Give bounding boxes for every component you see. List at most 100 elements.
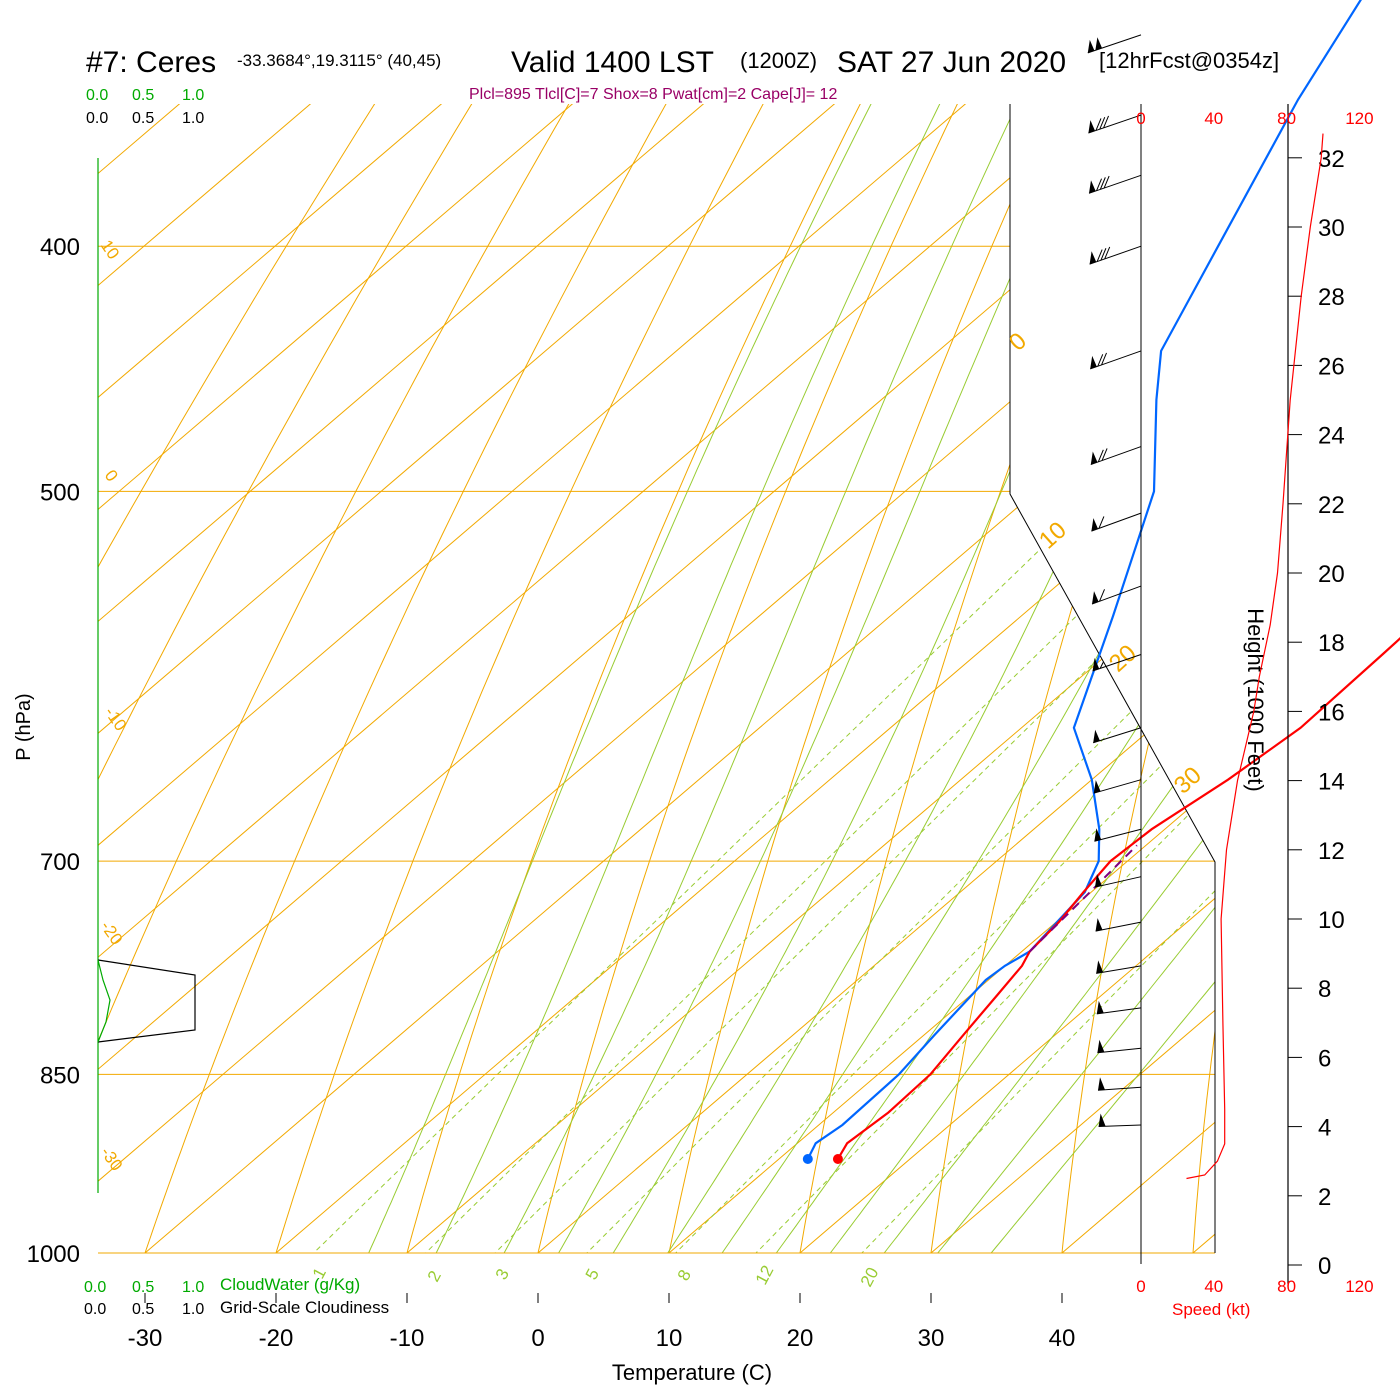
wind-barb: [1097, 1077, 1142, 1091]
cloudiness-scale-tick: 0.0: [84, 1301, 106, 1318]
isotherm: [668, 104, 1215, 1253]
cloudiness-scale-tick: 1.0: [182, 110, 204, 127]
cloudwater-scale-tick: 0.0: [86, 87, 108, 104]
pressure-tick-label: 850: [40, 1062, 80, 1089]
mixing-ratio-label: 5: [582, 1266, 603, 1283]
pressure-tick-label: 500: [40, 479, 80, 506]
dry-adiabat: [98, 104, 826, 1253]
isotherm-lines: [98, 104, 1215, 1253]
cloudwater-scale-tick: 1.0: [182, 1279, 204, 1296]
wind-barb: [1090, 350, 1142, 370]
height-tick-label: 26: [1318, 353, 1345, 380]
dry-adiabat-lines: [98, 104, 1215, 1253]
wind-barb: [1096, 960, 1142, 974]
height-tick-label: 8: [1318, 976, 1331, 1003]
surface-dewpoint-marker: [802, 1153, 813, 1164]
isotherm-label: 0: [1004, 327, 1032, 356]
dry-adiabat: [98, 104, 652, 1253]
mixing-ratio-label: 12: [752, 1262, 778, 1288]
speed-tick-label: 40: [1204, 109, 1223, 128]
cloudiness-scale-tick: 0.5: [132, 110, 154, 127]
wind-barb: [1093, 727, 1142, 744]
height-tick-label: 12: [1318, 838, 1345, 865]
temperature-tick-label: -30: [128, 1325, 163, 1352]
speed-tick-label: 0: [1136, 1277, 1145, 1296]
height-tick-label: 18: [1318, 630, 1345, 657]
isotherm-label: 20: [1104, 640, 1142, 678]
temperature-tick-label: 40: [1049, 1325, 1076, 1352]
pressure-tick-label: 700: [40, 849, 80, 876]
isotherm: [1061, 104, 1215, 1253]
isobar-lines: [98, 245, 1215, 1254]
dry-adiabat: [1056, 104, 1215, 1253]
pressure-tick-label: 400: [40, 234, 80, 261]
forecast-info: [12hrFcst@0354z]: [1099, 48, 1279, 73]
mixing-ratio-label-group: 1 2 3 5 8 12 20: [309, 1262, 883, 1290]
mixing-ratio: [809, 245, 1215, 1253]
wind-barb: [1097, 1039, 1142, 1054]
temperature-tick-label: -10: [390, 1325, 425, 1352]
temperature-axis: -30 -20 -10 0 10 20 30 40: [128, 1293, 1076, 1352]
mixing-ratio-lines: [258, 245, 1215, 1253]
mixing-ratio-label: 8: [674, 1267, 695, 1284]
dry-adiabat: [126, 104, 913, 1253]
isotherm-label-group: 0 10 20 30: [1004, 327, 1207, 799]
isotherm-label: 10: [1034, 517, 1072, 555]
mixing-ratio-label: 3: [492, 1266, 513, 1283]
isotherm: [98, 104, 618, 1253]
dry-adiabat: [657, 104, 1215, 1253]
isotherm: [98, 104, 1215, 1253]
height-tick-label: 0: [1318, 1253, 1331, 1280]
speed-tick-label: 80: [1277, 1277, 1296, 1296]
mixing-ratio: [440, 245, 1215, 1253]
height-tick-label: 4: [1318, 1115, 1331, 1142]
isotherm-label: 30: [1169, 762, 1207, 800]
wind-barb: [1090, 446, 1142, 466]
isotherm: [98, 104, 1215, 1253]
wind-barb: [1098, 1113, 1142, 1127]
temperature-tick-label: 20: [787, 1325, 814, 1352]
cloudiness-scale-tick: 1.0: [182, 1301, 204, 1318]
temperature-tick-label: 30: [918, 1325, 945, 1352]
isotherm: [144, 104, 1215, 1253]
wind-barb: [1088, 114, 1142, 134]
wind-barb: [1092, 653, 1142, 672]
zulu-time: (1200Z): [740, 48, 817, 73]
height-tick-label: 16: [1318, 699, 1345, 726]
speed-tick-label: 120: [1345, 1277, 1373, 1296]
valid-date: SAT 27 Jun 2020: [837, 46, 1066, 79]
dry-adiabat: [259, 104, 1000, 1253]
height-tick-label: 10: [1318, 907, 1345, 934]
wind-barb: [1091, 512, 1142, 532]
pressure-axis-label: P (hPa): [13, 693, 35, 760]
isotherm: [275, 104, 1215, 1253]
wind-barb: [1094, 828, 1142, 842]
dry-adiabat-label: 0: [101, 466, 122, 485]
cloudwater-profile: [97, 959, 111, 1043]
temperature-line: [836, 637, 1400, 1160]
height-tick-label: 14: [1318, 769, 1345, 796]
temperature-tick-label: -20: [259, 1325, 294, 1352]
dry-adiabat: [98, 104, 739, 1253]
pressure-tick-label: 1000: [27, 1241, 80, 1268]
temperature-tick-label: 10: [656, 1325, 683, 1352]
mixing-ratio-label: 20: [857, 1264, 883, 1290]
isotherm: [98, 104, 1011, 1253]
height-tick-label: 32: [1318, 146, 1345, 173]
cloudiness-scale-tick: 0.5: [132, 1301, 154, 1318]
moist-adiabat: [736, 104, 1215, 1253]
moist-adiabat: [789, 104, 1215, 1253]
wind-barbs: [1087, 34, 1142, 1127]
height-tick-label: 20: [1318, 561, 1345, 588]
moist-adiabat: [684, 104, 1215, 1253]
isotherm: [98, 104, 1215, 1253]
valid-time: Valid 1400 LST: [511, 46, 714, 79]
moist-adiabat: [841, 104, 1215, 1253]
speed-tick-label: 40: [1204, 1277, 1223, 1296]
station-title: #7: Ceres: [86, 46, 216, 79]
dry-adiabat-label: 10: [97, 236, 123, 262]
height-tick-label: 22: [1318, 492, 1345, 519]
cloudiness-legend: Grid-Scale Cloudiness: [220, 1298, 389, 1317]
